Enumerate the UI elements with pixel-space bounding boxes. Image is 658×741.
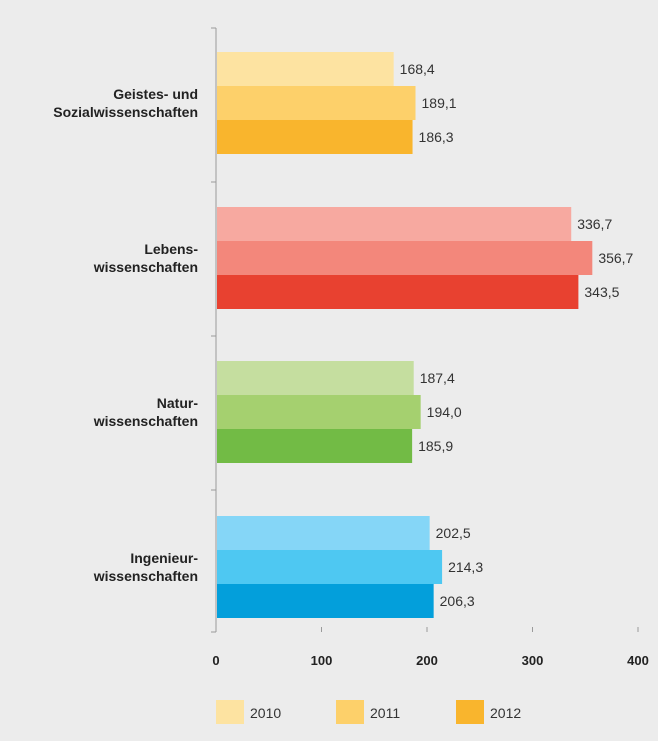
value-label: 186,3 [419,129,454,145]
bar [217,361,414,395]
bar [217,207,572,241]
value-label: 356,7 [598,250,633,266]
value-label: 185,9 [418,438,453,454]
category-label: wissenschaften [93,413,198,429]
bar [217,52,394,86]
bar [217,395,421,429]
x-tick-label: 200 [416,653,438,668]
value-label: 336,7 [577,216,612,232]
bar [217,120,413,154]
category-label: wissenschaften [93,259,198,275]
legend-label: 2011 [370,705,400,721]
x-tick-label: 0 [212,653,219,668]
legend-swatch [216,700,244,724]
bar [217,584,434,618]
legend-label: 2010 [250,705,281,721]
value-label: 202,5 [436,525,471,541]
legend-swatch [336,700,364,724]
value-label: 187,4 [420,370,455,386]
value-label: 343,5 [584,284,619,300]
legend-label: 2012 [490,705,521,721]
category-label: wissenschaften [93,568,198,584]
bar [217,429,413,463]
value-label: 194,0 [427,404,462,420]
bar [217,550,443,584]
bar [217,86,416,120]
x-tick-label: 300 [522,653,544,668]
category-label: Lebens- [144,241,198,257]
value-label: 206,3 [440,593,475,609]
bar [217,275,579,309]
category-label: Sozialwissenschaften [53,104,198,120]
value-label: 168,4 [400,61,435,77]
value-label: 214,3 [448,559,483,575]
category-label: Ingenieur- [130,550,198,566]
category-label: Natur- [157,395,199,411]
bar [217,241,593,275]
x-tick-label: 400 [627,653,649,668]
value-label: 189,1 [422,95,457,111]
x-tick-label: 100 [311,653,333,668]
category-label: Geistes- und [113,86,198,102]
legend-swatch [456,700,484,724]
bar [217,516,430,550]
